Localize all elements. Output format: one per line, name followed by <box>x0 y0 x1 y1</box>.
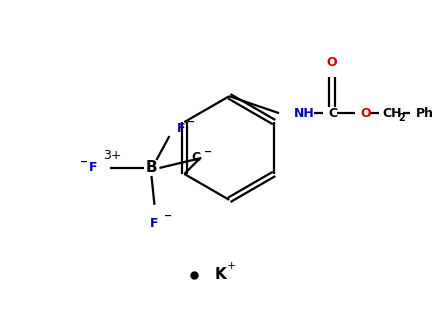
Text: F: F <box>89 162 97 174</box>
Text: F: F <box>177 121 185 135</box>
Text: C: C <box>329 107 338 120</box>
Text: −: − <box>80 157 88 167</box>
Text: K: K <box>214 267 226 282</box>
Text: O: O <box>326 56 337 69</box>
Text: F: F <box>150 217 159 230</box>
Text: NH: NH <box>294 107 315 120</box>
Text: 2: 2 <box>399 113 406 123</box>
Text: +: + <box>227 261 236 271</box>
Text: Ph: Ph <box>416 107 434 120</box>
Text: 3+: 3+ <box>104 148 122 162</box>
Text: CH: CH <box>383 107 402 120</box>
Text: B: B <box>146 161 157 176</box>
Text: −: − <box>187 117 195 127</box>
Text: C: C <box>192 151 201 165</box>
Text: O: O <box>361 107 371 120</box>
Text: −: − <box>164 211 173 221</box>
Text: −: − <box>204 147 212 157</box>
